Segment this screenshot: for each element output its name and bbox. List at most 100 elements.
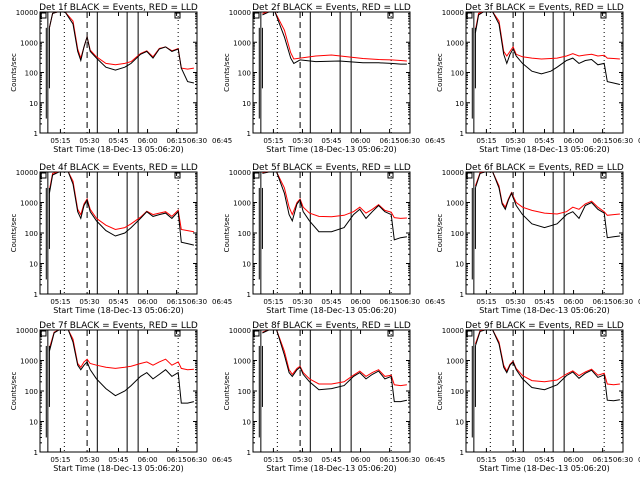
y-axis-label: Counts/sec: [10, 214, 18, 253]
x-tick-label: 06:00: [563, 137, 583, 145]
panel-det-6: Det 6f BLACK = Events, RED = LLD 1 10 100 10…: [436, 163, 640, 315]
x-tick-label: 05:30: [292, 456, 312, 464]
corner-box-right: [387, 172, 394, 179]
panel-det-5: Det 5f BLACK = Events, RED = LLD 1 10 100 10…: [223, 163, 445, 315]
corner-box-right: [174, 12, 181, 19]
x-axis-label: Start Time (18-Dec-13 05:06:20): [266, 464, 397, 473]
corner-box-left: [466, 12, 473, 19]
panel-det-4: Det 4f BLACK = Events, RED = LLD 1 10 100 10…: [10, 163, 232, 315]
panel-det-7: Det 7f BLACK = Events, RED = LLD 1 10 100 10…: [10, 321, 232, 473]
y-tick-label: 1: [34, 130, 38, 138]
corner-box-right: [600, 12, 607, 19]
corner-box-right: [387, 330, 394, 337]
y-tick-label: 1: [34, 449, 38, 457]
y-tick-label: 1: [460, 449, 464, 457]
y-axis-label: Counts/sec: [10, 372, 18, 411]
x-axis-label: Start Time (18-Dec-13 05:06:20): [479, 464, 610, 473]
y-tick-label: 1: [247, 130, 251, 138]
x-tick-label: 06:30: [400, 298, 420, 306]
x-tick-label: 05:30: [292, 137, 312, 145]
panel-title: Det 6f BLACK = Events, RED = LLD: [465, 163, 624, 173]
panel-det-3: Det 3f BLACK = Events, RED = LLD 1 10 100 10…: [436, 3, 640, 154]
x-tick-label: 05:15: [263, 137, 283, 145]
y-tick-label: 1000: [20, 200, 38, 208]
panel-title: Det 9f BLACK = Events, RED = LLD: [465, 321, 624, 331]
y-axis-label: Counts/sec: [10, 53, 18, 92]
lld-series-line: [474, 11, 620, 60]
y-tick-label: 1: [247, 449, 251, 457]
corner-box-left: [40, 330, 47, 337]
y-tick-label: 10000: [229, 169, 251, 177]
x-tick-label: 06:00: [350, 456, 370, 464]
corner-box-left: [253, 330, 260, 337]
corner-box-left: [253, 12, 260, 19]
x-axis-label: Start Time (18-Dec-13 05:06:20): [53, 464, 184, 473]
y-axis-label: Counts/sec: [223, 214, 231, 253]
x-tick-label: 06:45: [638, 298, 640, 306]
y-tick-label: 100: [25, 230, 38, 238]
x-tick-label: 06:30: [187, 137, 207, 145]
y-axis-label: Counts/sec: [436, 53, 444, 92]
x-tick-label: 05:30: [505, 137, 525, 145]
x-axis-label: Start Time (18-Dec-13 05:06:20): [53, 306, 184, 315]
y-tick-label: 10000: [16, 9, 38, 17]
y-tick-label: 1000: [446, 358, 464, 366]
corner-box-right: [600, 330, 607, 337]
y-tick-label: 100: [238, 70, 251, 78]
x-tick-label: 06:30: [400, 456, 420, 464]
x-axis-label: Start Time (18-Dec-13 05:06:20): [266, 306, 397, 315]
x-tick-label: 06:30: [187, 456, 207, 464]
x-tick-label: 05:15: [476, 456, 496, 464]
x-tick-label: 06:45: [638, 137, 640, 145]
x-tick-label: 06:15: [379, 137, 399, 145]
y-tick-label: 1: [34, 291, 38, 299]
y-tick-label: 10: [242, 261, 251, 269]
y-tick-label: 10: [29, 100, 38, 108]
y-tick-label: 10: [29, 419, 38, 427]
x-tick-label: 05:45: [321, 298, 341, 306]
corner-box-right: [387, 12, 394, 19]
y-tick-label: 10000: [442, 9, 464, 17]
x-tick-label: 06:30: [187, 298, 207, 306]
y-tick-label: 1000: [20, 358, 38, 366]
plot-frame: [465, 329, 624, 453]
x-tick-label: 06:15: [592, 456, 612, 464]
panel-title: Det 4f BLACK = Events, RED = LLD: [39, 163, 198, 173]
events-series-line: [48, 11, 195, 84]
panel-title: Det 7f BLACK = Events, RED = LLD: [39, 321, 198, 331]
lld-series-line: [262, 171, 407, 219]
x-axis-label: Start Time (18-Dec-13 05:06:20): [266, 145, 397, 154]
corner-box-left: [40, 172, 47, 179]
x-axis-label: Start Time (18-Dec-13 05:06:20): [479, 145, 610, 154]
x-tick-label: 06:45: [425, 456, 445, 464]
y-tick-label: 10: [455, 419, 464, 427]
panel-title: Det 1f BLACK = Events, RED = LLD: [39, 3, 198, 13]
plot-frame: [39, 329, 198, 453]
x-tick-label: 05:15: [50, 137, 70, 145]
y-tick-label: 10: [455, 100, 464, 108]
lld-series-line: [474, 329, 620, 386]
x-tick-label: 06:00: [137, 137, 157, 145]
x-tick-label: 06:15: [379, 298, 399, 306]
events-series-line: [48, 329, 195, 404]
panel-det-2: Det 2f BLACK = Events, RED = LLD 1 10 100 10…: [223, 3, 445, 154]
x-tick-label: 05:30: [292, 298, 312, 306]
events-series-line: [474, 11, 621, 85]
events-series-line: [48, 171, 195, 246]
y-tick-label: 10000: [229, 9, 251, 17]
corner-box-left: [253, 172, 260, 179]
x-tick-label: 06:00: [137, 298, 157, 306]
y-tick-label: 1: [460, 291, 464, 299]
y-tick-label: 1000: [233, 358, 251, 366]
y-tick-label: 100: [451, 70, 464, 78]
x-tick-label: 06:15: [592, 298, 612, 306]
y-tick-label: 10: [242, 100, 251, 108]
panel-title: Det 3f BLACK = Events, RED = LLD: [465, 3, 624, 13]
y-tick-label: 1000: [446, 39, 464, 47]
y-tick-label: 100: [238, 388, 251, 396]
x-tick-label: 06:15: [166, 456, 186, 464]
x-tick-label: 06:30: [613, 298, 633, 306]
y-tick-label: 1000: [20, 39, 38, 47]
lld-series-line: [48, 171, 194, 233]
